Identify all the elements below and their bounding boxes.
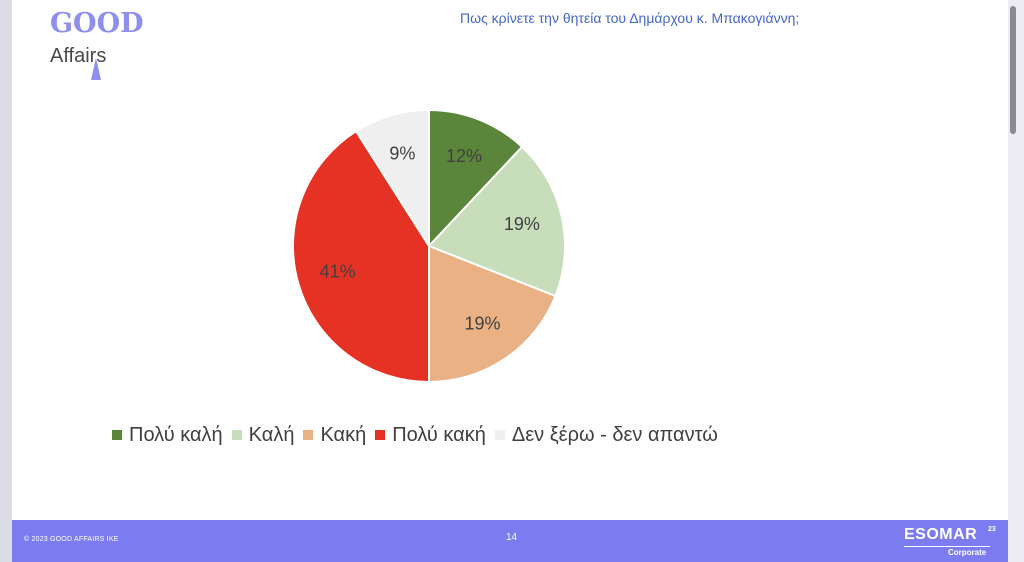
footer-copyright: © 2023 GOOD AFFAIRS IKE (24, 536, 119, 543)
slice-label-good: 19% (504, 214, 540, 234)
esomar-wordmark: ESOMAR (904, 526, 978, 543)
legend-swatch (375, 430, 386, 440)
vertical-scrollbar[interactable] (1010, 6, 1016, 134)
legend-item-good: Καλή (231, 423, 295, 447)
legend-item-very-good: Πολύ καλή (112, 424, 223, 447)
window-edge (1008, 0, 1024, 562)
legend-label: Πολύ καλή (129, 423, 223, 446)
legend-swatch (231, 430, 242, 440)
logo-word-affairs: Affairs (50, 45, 107, 67)
chart-legend: Πολύ καλή Καλή Κακή Πολύ κακή Δεν ξέρω - δεν… (112, 421, 727, 449)
legend-swatch (494, 430, 505, 440)
legend-item-bad: Κακή (303, 424, 366, 447)
good-affairs-logo: GOOD Affairs (50, 8, 160, 80)
esomar-year: 23 (988, 526, 996, 533)
legend-swatch (303, 430, 314, 440)
legend-label: Καλή (248, 423, 295, 446)
legend-label: Κακή (320, 423, 367, 446)
logo-triangle-icon (91, 58, 101, 80)
legend-label: Πολύ κακή (392, 423, 486, 446)
slice-label-dont-know: 9% (389, 143, 415, 163)
footer-bar: © 2023 GOOD AFFAIRS IKE 14 ESOMAR 23 Cor… (12, 520, 1008, 562)
slide-title: Πως κρίνετε την θητεία του Δημάρχου κ. Μ… (460, 10, 800, 26)
left-margin (0, 0, 12, 562)
esomar-corporate: Corporate (948, 548, 987, 557)
slice-label-very-good: 12% (446, 146, 482, 166)
esomar-divider (904, 546, 990, 547)
page-number: 14 (506, 532, 518, 543)
slice-label-bad: 19% (464, 313, 500, 333)
legend-swatch (112, 430, 122, 440)
slice-label-very-bad: 41% (320, 261, 356, 281)
legend-item-very-bad: Πολύ κακή (375, 424, 486, 447)
pie-slice-very-good (428, 108, 524, 249)
legend-label: Δεν ξέρω - δεν απαντώ (511, 423, 718, 446)
esomar-logo: ESOMAR 23 Corporate (904, 526, 1004, 558)
logo-word-good: GOOD (50, 8, 144, 39)
legend-item-dont-know: Δεν ξέρω - δεν απαντώ (494, 423, 718, 447)
pie-slice-bad (428, 244, 557, 384)
pie-slice-dont-know (354, 108, 430, 250)
